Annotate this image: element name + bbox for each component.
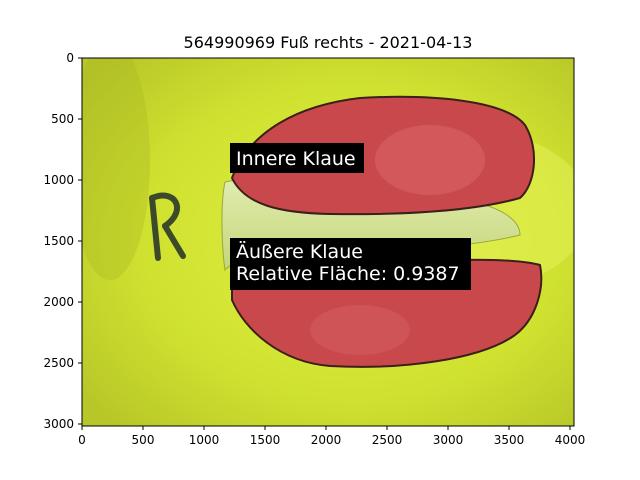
x-tick-label: 0	[78, 433, 86, 447]
x-axis: 0 500 1000 1500 2000 2500 3000 3500 4000	[78, 426, 585, 447]
y-tick-label: 500	[51, 112, 74, 126]
y-tick-label: 2500	[43, 356, 74, 370]
x-tick-label: 2000	[311, 433, 342, 447]
annotation-inner-claw: Innere Klaue	[230, 143, 364, 173]
y-tick-label: 2000	[43, 295, 74, 309]
annotation-box	[230, 238, 471, 290]
x-tick-label: 3500	[494, 433, 525, 447]
y-tick-label: 3000	[43, 417, 74, 431]
annotation-label: Äußere Klaue	[236, 240, 363, 263]
x-tick-label: 1500	[250, 433, 281, 447]
x-tick-label: 500	[132, 433, 155, 447]
y-tick-label: 0	[66, 51, 74, 65]
x-tick-label: 4000	[555, 433, 586, 447]
plot-title: 564990969 Fuß rechts - 2021-04-13	[184, 33, 473, 52]
x-tick-label: 1000	[189, 433, 220, 447]
y-tick-label: 1000	[43, 173, 74, 187]
photo	[82, 58, 574, 426]
x-tick-label: 2500	[372, 433, 403, 447]
x-tick-label: 3000	[433, 433, 464, 447]
axes-frame	[81, 57, 575, 427]
mat-shadow	[82, 58, 150, 280]
outer-claw-highlight	[310, 305, 410, 355]
y-axis: 0 500 1000 1500 2000 2500 3000	[43, 51, 82, 431]
y-tick-label: 1500	[43, 234, 74, 248]
annotation-relative-area: Relative Fläche: 0.9387	[236, 263, 460, 285]
annotation-label: Innere Klaue	[236, 148, 356, 170]
annotation-outer-claw: Äußere Klaue Relative Fläche: 0.9387	[230, 238, 471, 290]
inner-claw-highlight	[375, 125, 485, 195]
annotation-box	[230, 143, 364, 173]
marker-letter-r	[149, 192, 186, 261]
